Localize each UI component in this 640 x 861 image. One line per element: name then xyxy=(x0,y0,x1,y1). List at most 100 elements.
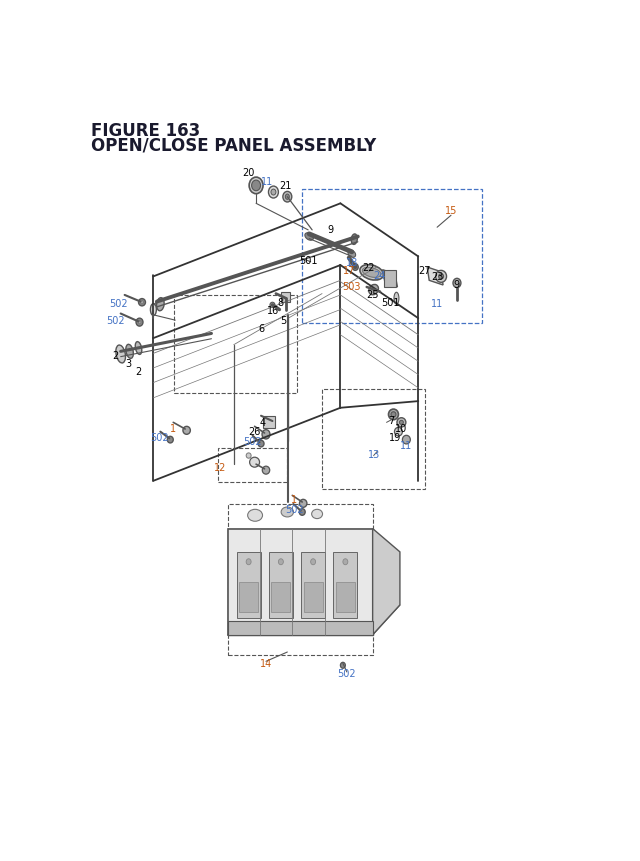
Text: 4: 4 xyxy=(259,418,266,428)
Text: OPEN/CLOSE PANEL ASSEMBLY: OPEN/CLOSE PANEL ASSEMBLY xyxy=(91,136,376,154)
Ellipse shape xyxy=(269,187,278,199)
Bar xyxy=(304,582,323,612)
Ellipse shape xyxy=(397,418,406,428)
Ellipse shape xyxy=(394,293,399,305)
Text: 10: 10 xyxy=(396,423,408,433)
Ellipse shape xyxy=(270,303,275,308)
Text: 2: 2 xyxy=(113,350,119,360)
Ellipse shape xyxy=(116,345,125,363)
Text: 9: 9 xyxy=(453,280,459,290)
Bar xyxy=(336,582,355,612)
Bar xyxy=(262,416,275,428)
Text: 9: 9 xyxy=(328,224,333,234)
Ellipse shape xyxy=(157,298,164,312)
Ellipse shape xyxy=(126,345,133,359)
Bar xyxy=(383,270,396,288)
Text: 20: 20 xyxy=(243,168,255,178)
Bar xyxy=(237,552,260,618)
Text: 19: 19 xyxy=(389,432,401,443)
Text: 16: 16 xyxy=(268,305,280,315)
Polygon shape xyxy=(228,605,400,635)
Ellipse shape xyxy=(453,279,461,288)
Ellipse shape xyxy=(281,507,294,517)
Text: 15: 15 xyxy=(445,206,457,216)
Ellipse shape xyxy=(362,268,381,278)
Ellipse shape xyxy=(135,342,142,355)
Polygon shape xyxy=(372,529,400,635)
Ellipse shape xyxy=(271,189,276,195)
Text: 24: 24 xyxy=(373,270,385,281)
Text: 11: 11 xyxy=(431,299,444,308)
Ellipse shape xyxy=(352,264,358,271)
Ellipse shape xyxy=(285,195,289,200)
Text: 11: 11 xyxy=(400,441,413,450)
Ellipse shape xyxy=(167,437,173,443)
Bar xyxy=(174,295,297,393)
Text: 503: 503 xyxy=(342,282,361,291)
Text: 12: 12 xyxy=(214,463,226,473)
Ellipse shape xyxy=(369,285,378,295)
Text: 502: 502 xyxy=(243,437,262,447)
Text: 502: 502 xyxy=(285,504,303,514)
Text: 3: 3 xyxy=(125,359,132,369)
Text: 14: 14 xyxy=(260,659,272,668)
Text: 2: 2 xyxy=(136,367,141,377)
Ellipse shape xyxy=(249,178,263,195)
Ellipse shape xyxy=(141,301,143,305)
Ellipse shape xyxy=(246,559,251,565)
Ellipse shape xyxy=(312,510,323,519)
Text: 27: 27 xyxy=(419,265,431,276)
Text: 25: 25 xyxy=(366,289,379,300)
Text: 1: 1 xyxy=(291,495,298,505)
Polygon shape xyxy=(383,270,397,288)
Ellipse shape xyxy=(300,499,307,508)
Ellipse shape xyxy=(262,467,269,474)
Ellipse shape xyxy=(438,275,444,280)
Text: 8: 8 xyxy=(278,297,284,307)
Ellipse shape xyxy=(360,265,383,281)
Ellipse shape xyxy=(340,662,346,668)
Ellipse shape xyxy=(351,235,357,245)
Bar xyxy=(322,390,425,489)
Ellipse shape xyxy=(300,509,305,516)
Bar xyxy=(269,552,292,618)
Ellipse shape xyxy=(283,192,292,203)
Ellipse shape xyxy=(305,233,314,241)
Text: 1: 1 xyxy=(170,423,176,433)
Text: 502: 502 xyxy=(150,432,169,443)
Ellipse shape xyxy=(252,181,260,191)
Ellipse shape xyxy=(250,458,260,468)
Ellipse shape xyxy=(343,559,348,565)
Ellipse shape xyxy=(403,436,410,444)
Bar xyxy=(218,448,287,482)
Ellipse shape xyxy=(348,251,356,258)
Ellipse shape xyxy=(258,441,264,448)
Bar xyxy=(301,552,325,618)
Text: 502: 502 xyxy=(106,316,125,325)
Ellipse shape xyxy=(246,454,251,459)
Polygon shape xyxy=(228,530,372,635)
Ellipse shape xyxy=(310,559,316,565)
Bar xyxy=(302,189,482,324)
Ellipse shape xyxy=(138,321,141,325)
Text: 5: 5 xyxy=(280,316,287,325)
Ellipse shape xyxy=(136,319,143,326)
Text: 13: 13 xyxy=(367,449,380,460)
Bar xyxy=(228,505,372,655)
Text: 501: 501 xyxy=(299,256,317,266)
Text: 26: 26 xyxy=(248,426,260,437)
Bar xyxy=(281,293,290,302)
Ellipse shape xyxy=(394,428,403,437)
Text: 21: 21 xyxy=(280,181,292,191)
Ellipse shape xyxy=(399,421,403,424)
Ellipse shape xyxy=(262,430,270,439)
Ellipse shape xyxy=(150,304,156,316)
Ellipse shape xyxy=(391,412,396,418)
Ellipse shape xyxy=(138,300,145,307)
Ellipse shape xyxy=(350,263,354,268)
Polygon shape xyxy=(228,529,372,635)
Text: 22: 22 xyxy=(362,263,375,273)
Text: 23: 23 xyxy=(431,272,444,282)
Polygon shape xyxy=(428,268,443,286)
Text: FIGURE 163: FIGURE 163 xyxy=(91,122,200,139)
